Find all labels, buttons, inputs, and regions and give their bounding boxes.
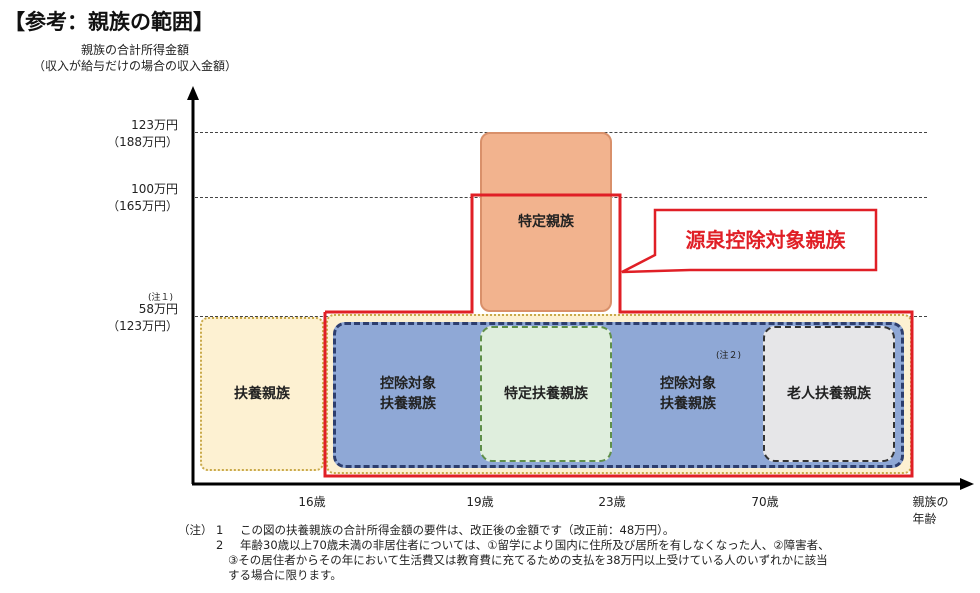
callout-gensen: 源泉控除対象親族 bbox=[685, 228, 846, 252]
note2-text-c: する場合に限ります。 bbox=[228, 568, 342, 582]
tick-123-alt: （123万円） bbox=[107, 319, 178, 333]
tick-note1: (注１) bbox=[148, 293, 174, 303]
x-tick-70: 70歳 bbox=[751, 495, 779, 509]
y-axis-label: 親族の合計所得金額 bbox=[80, 43, 189, 57]
y-axis-sublabel: （収入が給与だけの場合の収入金額） bbox=[32, 59, 237, 73]
note2-text-b: ③その居住者からその年において生活費又は教育費に充てるための支払を38万円以上受… bbox=[228, 553, 828, 567]
koujo2-note: (注２) bbox=[716, 351, 742, 361]
tick-123: 123万円 bbox=[131, 118, 178, 132]
tick-100: 100万円 bbox=[131, 182, 178, 196]
box-tokutei-fuyou: 特定扶養親族 bbox=[480, 326, 612, 462]
tick-165: （165万円） bbox=[107, 199, 178, 213]
tick-188: （188万円） bbox=[107, 135, 178, 149]
x-axis-label: 親族の年齢 bbox=[912, 495, 949, 526]
tick-58: 58万円 bbox=[138, 302, 178, 316]
note2-num: 2 bbox=[216, 538, 224, 552]
x-tick-19: 19歳 bbox=[466, 495, 494, 509]
y-axis-arrow-icon bbox=[187, 86, 199, 100]
page-title: 【参考：親族の範囲】 bbox=[4, 10, 214, 34]
box-koujo-2: 控除対象 扶養親族 bbox=[660, 376, 716, 412]
box-koujo-1: 控除対象 扶養親族 bbox=[380, 376, 436, 412]
note-prefix: （注） bbox=[178, 523, 213, 537]
x-tick-16: 16歳 bbox=[298, 495, 326, 509]
note1-text: この図の扶養親族の合計所得金額の要件は、改正後の金額です（改正前：48万円）。 bbox=[240, 523, 675, 537]
note1-num: 1 bbox=[216, 523, 224, 537]
gensen-border bbox=[323, 193, 914, 478]
box-roujin-fuyou: 老人扶養親族 bbox=[763, 326, 895, 462]
callout-shape bbox=[621, 208, 878, 274]
x-axis-arrow-icon bbox=[960, 478, 974, 490]
box-tokutei-shinzoku: 特定親族 bbox=[480, 132, 612, 312]
box-fuyou-shinzoku: 扶養親族 bbox=[200, 317, 324, 471]
x-tick-23: 23歳 bbox=[598, 495, 626, 509]
note2-text: 年齢30歳以上70歳未満の非居住者については、①留学により国内に住所及び居所を有… bbox=[240, 538, 830, 552]
